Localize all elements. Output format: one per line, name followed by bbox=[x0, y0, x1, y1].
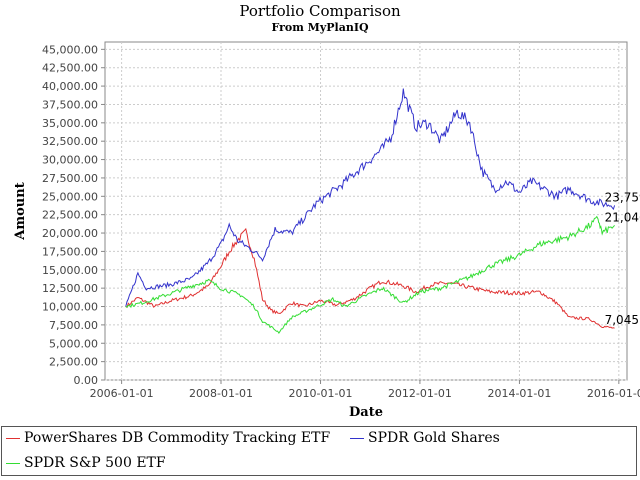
legend-item-commodity: PowerShares DB Commodity Tracking ETF bbox=[6, 430, 330, 446]
x-tick-label: 2006-01-01 bbox=[90, 387, 154, 400]
y-tick-label: 27,500.00 bbox=[42, 172, 98, 185]
y-axis-title: Amount bbox=[13, 182, 28, 240]
legend-item-gold: SPDR Gold Shares bbox=[350, 430, 500, 446]
legend-swatch-gold bbox=[350, 437, 364, 439]
grid-lines bbox=[105, 42, 627, 381]
chart-title: Portfolio Comparison bbox=[239, 2, 401, 20]
x-tick-label: 2012-01-01 bbox=[388, 387, 452, 400]
x-tick-label: 2014-01-01 bbox=[487, 387, 551, 400]
series-end-label-1: 23,759 bbox=[605, 190, 640, 204]
legend-swatch-commodity bbox=[6, 437, 20, 439]
series-end-label-2: 21,046 bbox=[605, 210, 640, 224]
x-tick-label: 2010-01-01 bbox=[289, 387, 353, 400]
series-line-0 bbox=[125, 227, 615, 329]
y-tick-label: 17,500.00 bbox=[42, 245, 98, 258]
y-tick-label: 32,500.00 bbox=[42, 135, 98, 148]
y-tick-label: 40,000.00 bbox=[42, 80, 98, 93]
legend-label-gold: SPDR Gold Shares bbox=[368, 430, 500, 446]
series-end-label-0: 7,045 bbox=[605, 313, 639, 327]
y-tick-label: 7,500.00 bbox=[49, 319, 98, 332]
y-tick-label: 30,000.00 bbox=[42, 154, 98, 167]
series-line-1 bbox=[125, 88, 616, 307]
y-tick-label: 12,500.00 bbox=[42, 282, 98, 295]
y-tick-label: 37,500.00 bbox=[42, 98, 98, 111]
x-tick-label: 2008-01-01 bbox=[189, 387, 253, 400]
legend-label-commodity: PowerShares DB Commodity Tracking ETF bbox=[24, 430, 331, 446]
axes: 0.00 2,500.00 5,000.00 7,500.00 10,000.00 12,… bbox=[42, 43, 640, 400]
series-lines bbox=[125, 88, 616, 335]
y-tick-label: 20,000.00 bbox=[42, 227, 98, 240]
y-tick-label: 0.00 bbox=[74, 374, 99, 387]
y-tick-label: 25,000.00 bbox=[42, 190, 98, 203]
plot-area bbox=[104, 41, 628, 381]
y-tick-label: 22,500.00 bbox=[42, 209, 98, 222]
y-tick-label: 2,500.00 bbox=[49, 356, 98, 369]
x-axis-title: Date bbox=[349, 405, 383, 420]
y-tick-label: 35,000.00 bbox=[42, 117, 98, 130]
y-tick-label: 45,000.00 bbox=[42, 43, 98, 56]
end-labels: 7,045 23,759 21,046 bbox=[605, 190, 640, 327]
line-chart: 0.00 2,500.00 5,000.00 7,500.00 10,000.00 12,… bbox=[13, 41, 640, 420]
legend-item-sp500: SPDR S&P 500 ETF bbox=[6, 455, 166, 471]
legend-swatch-sp500 bbox=[6, 462, 20, 464]
x-tick-label: 2016-01-01 bbox=[587, 387, 640, 400]
legend: PowerShares DB Commodity Tracking ETF SP… bbox=[1, 426, 637, 476]
legend-label-sp500: SPDR S&P 500 ETF bbox=[24, 455, 166, 471]
y-tick-label: 5,000.00 bbox=[49, 337, 98, 350]
y-tick-label: 15,000.00 bbox=[42, 264, 98, 277]
series-line-2 bbox=[125, 215, 615, 335]
y-tick-label: 10,000.00 bbox=[42, 301, 98, 314]
chart-subtitle: From MyPlanIQ bbox=[271, 21, 369, 34]
y-tick-label: 42,500.00 bbox=[42, 62, 98, 75]
